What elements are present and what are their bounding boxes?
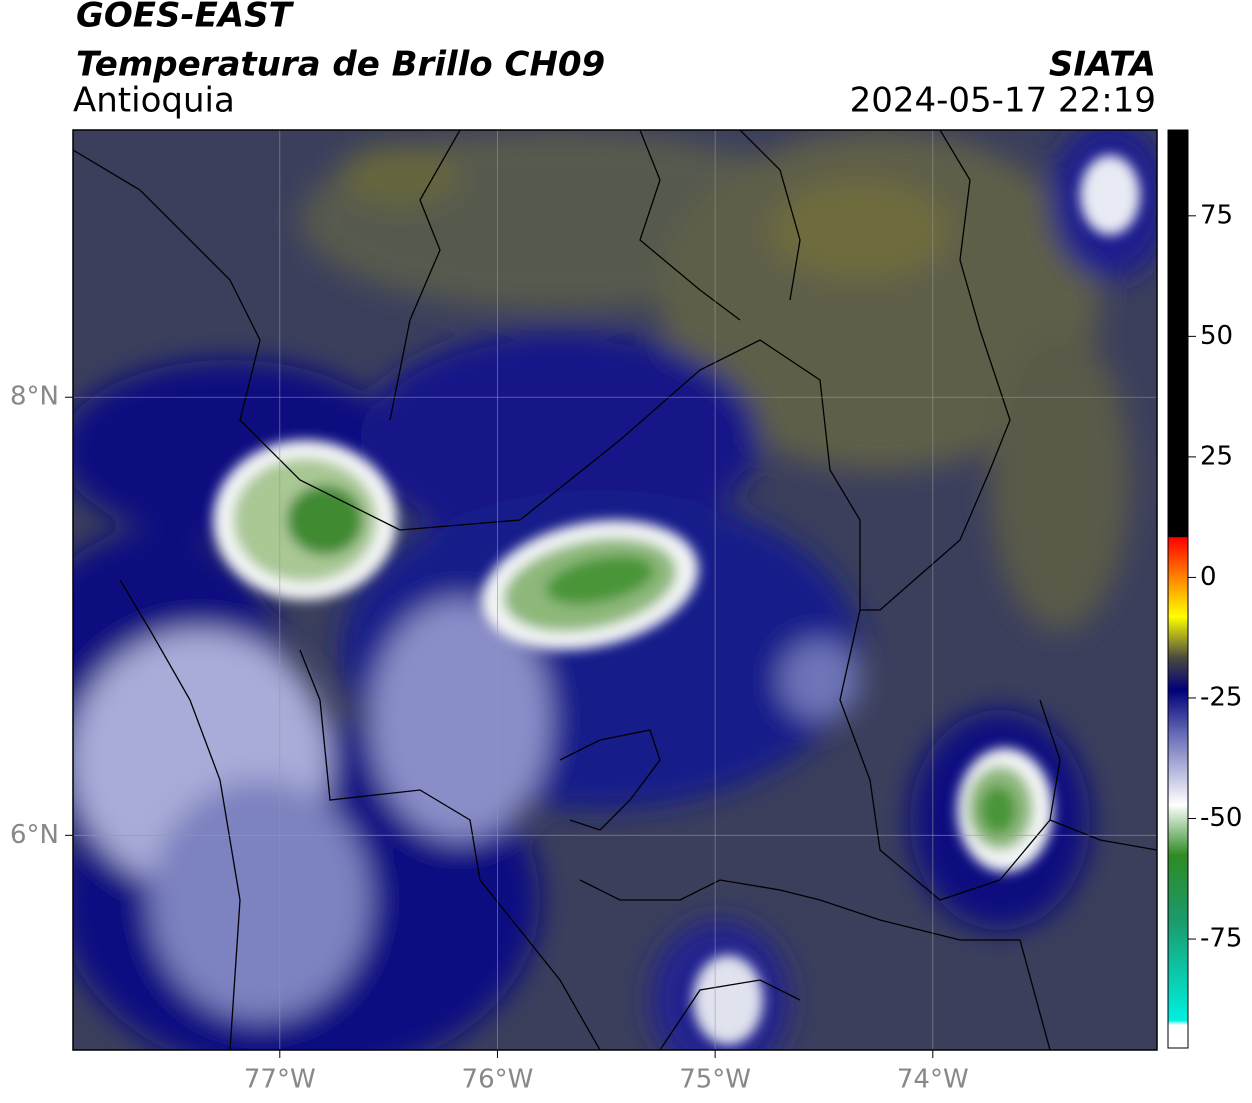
source: SIATA <box>1049 45 1156 85</box>
title: GOES-EAST <box>76 0 295 36</box>
x-tick-label: 77°W <box>244 1065 316 1095</box>
datetime: 2024-05-17 22:19 <box>850 81 1156 121</box>
x-tick-label: 75°W <box>679 1065 751 1095</box>
colorbar-tick-label: -50 <box>1200 803 1242 833</box>
region: Antioquia <box>73 81 235 121</box>
map-frame <box>72 129 1158 1051</box>
graticule: 77°W 76°W 75°W 74°W 8°N 6°N <box>10 130 1157 1095</box>
colorbar-tick-label: 25 <box>1200 441 1233 471</box>
colorbar-tick-label: -25 <box>1200 682 1242 712</box>
colorbar <box>1167 129 1189 1049</box>
colorbar-ticks: 75 50 25 0 -25 -50 -75 <box>1188 200 1242 954</box>
x-tick-label: 76°W <box>462 1065 534 1095</box>
subtitle: Temperatura de Brillo CH09 <box>76 45 605 85</box>
y-tick-label: 6°N <box>10 820 59 850</box>
satellite-image <box>73 130 1157 1050</box>
colorbar-tick-label: 75 <box>1200 200 1233 230</box>
colorbar-tick-label: 50 <box>1200 321 1233 351</box>
colorbar-tick-label: -75 <box>1200 924 1242 954</box>
colorbar-tick-label: 0 <box>1200 562 1217 592</box>
x-tick-label: 74°W <box>897 1065 969 1095</box>
y-tick-label: 8°N <box>10 382 59 412</box>
